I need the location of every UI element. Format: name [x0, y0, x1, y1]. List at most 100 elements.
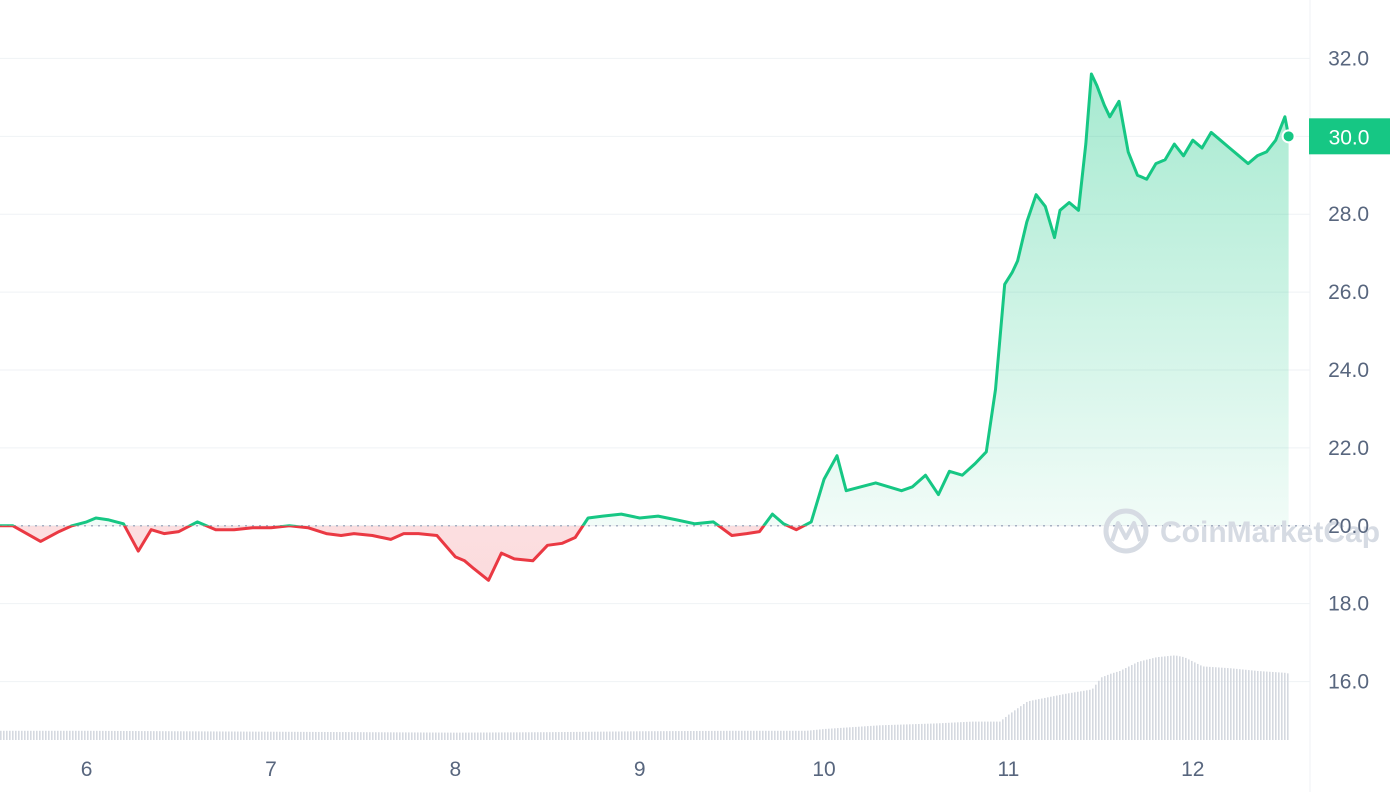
- volume-bar: [621, 731, 623, 740]
- volume-bar: [1275, 672, 1277, 740]
- volume-bar: [1074, 692, 1076, 740]
- volume-bar: [714, 730, 716, 740]
- y-tick-label: 24.0: [1328, 359, 1369, 382]
- volume-bar: [183, 731, 185, 740]
- volume-bar: [504, 732, 506, 740]
- volume-bar: [195, 731, 197, 740]
- volume-bar: [255, 731, 257, 740]
- volume-bar: [1110, 673, 1112, 740]
- volume-bar: [423, 732, 425, 740]
- volume-bar: [210, 731, 212, 740]
- volume-bar: [384, 732, 386, 740]
- volume-bar: [168, 731, 170, 740]
- volume-bar: [936, 723, 938, 740]
- volume-bar: [786, 730, 788, 740]
- volume-bar: [501, 732, 503, 740]
- volume-bar: [420, 732, 422, 740]
- volume-bar: [900, 724, 902, 740]
- volume-bar: [66, 730, 68, 740]
- volume-bar: [186, 731, 188, 740]
- volume-bar: [1188, 659, 1190, 740]
- volume-bar: [393, 732, 395, 740]
- current-price-dot: [1281, 129, 1296, 144]
- volume-bar: [354, 732, 356, 740]
- volume-bar: [1224, 667, 1226, 740]
- volume-bar: [1068, 693, 1070, 740]
- volume-bar: [387, 732, 389, 740]
- volume-bar: [192, 731, 194, 740]
- volume-bar: [798, 730, 800, 740]
- volume-bar: [549, 732, 551, 740]
- volume-bar: [585, 731, 587, 740]
- volume-bar: [906, 724, 908, 740]
- volume-bar: [888, 724, 890, 740]
- volume-bar: [345, 732, 347, 740]
- volume-bar: [279, 731, 281, 740]
- volume-bar: [216, 731, 218, 740]
- volume-bar: [753, 730, 755, 740]
- volume-bar: [879, 725, 881, 740]
- volume-bar: [486, 732, 488, 740]
- volume-bar: [1266, 671, 1268, 740]
- volume-bar: [579, 731, 581, 740]
- volume-bar: [1233, 668, 1235, 740]
- volume-bar: [1257, 670, 1259, 740]
- volume-bar: [750, 730, 752, 740]
- volume-bar: [1206, 666, 1208, 740]
- volume-bar: [489, 732, 491, 740]
- volume-bar: [1263, 671, 1265, 740]
- volume-bar: [528, 732, 530, 740]
- volume-bar: [672, 731, 674, 740]
- volume-bar: [57, 730, 59, 740]
- volume-bar: [78, 730, 80, 740]
- volume-bar: [1197, 663, 1199, 740]
- volume-bar: [177, 731, 179, 740]
- volume-bar: [36, 730, 38, 740]
- volume-bar: [1113, 672, 1115, 740]
- volume-bar: [519, 732, 521, 740]
- volume-bar: [771, 730, 773, 740]
- volume-bar: [912, 724, 914, 740]
- volume-bar: [147, 731, 149, 740]
- volume-bar: [756, 730, 758, 740]
- volume-bar: [33, 730, 35, 740]
- volume-bar: [60, 730, 62, 740]
- volume-bar: [1278, 672, 1280, 740]
- y-tick-label: 28.0: [1328, 203, 1369, 226]
- volume-bar: [300, 731, 302, 740]
- volume-bar: [717, 730, 719, 740]
- volume-bar: [27, 730, 29, 740]
- volume-bar: [93, 730, 95, 740]
- volume-bar: [1089, 689, 1091, 740]
- volume-bar: [939, 723, 941, 740]
- volume-bar: [657, 731, 659, 740]
- volume-bar: [471, 732, 473, 740]
- y-tick-label: 18.0: [1328, 593, 1369, 616]
- volume-bar: [42, 730, 44, 740]
- volume-bar: [816, 729, 818, 740]
- y-tick-label: 26.0: [1328, 281, 1369, 304]
- current-price-tag: [1309, 118, 1390, 155]
- volume-bar: [54, 730, 56, 740]
- volume-bar: [1281, 672, 1283, 740]
- volume-bar: [1092, 688, 1094, 740]
- volume-bar: [546, 732, 548, 740]
- volume-bar: [246, 731, 248, 740]
- volume-bar: [924, 723, 926, 740]
- volume-bar: [165, 731, 167, 740]
- volume-bar: [891, 724, 893, 740]
- volume-bar: [1227, 668, 1229, 740]
- volume-bar: [1146, 659, 1148, 740]
- volume-bar: [1203, 666, 1205, 740]
- volume-bar: [390, 732, 392, 740]
- y-tick-label: 16.0: [1328, 671, 1369, 694]
- volume-bar: [138, 731, 140, 740]
- volume-bar: [648, 731, 650, 740]
- volume-bar: [1191, 660, 1193, 740]
- volume-bar: [1077, 691, 1079, 740]
- volume-bar: [1125, 668, 1127, 740]
- volume-bar: [903, 724, 905, 740]
- volume-bar: [996, 721, 998, 740]
- volume-bar: [828, 728, 830, 740]
